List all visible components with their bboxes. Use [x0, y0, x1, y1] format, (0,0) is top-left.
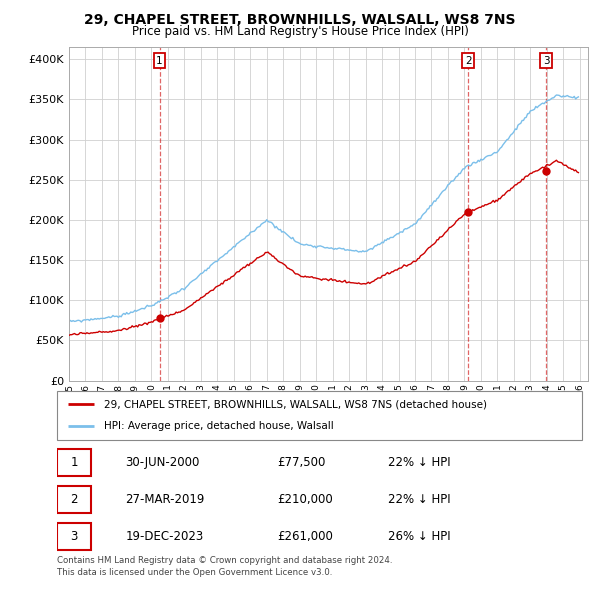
- Text: HPI: Average price, detached house, Walsall: HPI: Average price, detached house, Wals…: [104, 421, 334, 431]
- Text: 1: 1: [156, 56, 163, 66]
- Text: This data is licensed under the Open Government Licence v3.0.: This data is licensed under the Open Gov…: [57, 568, 332, 576]
- Text: 27-MAR-2019: 27-MAR-2019: [125, 493, 205, 506]
- Text: 3: 3: [71, 530, 78, 543]
- Text: 29, CHAPEL STREET, BROWNHILLS, WALSALL, WS8 7NS (detached house): 29, CHAPEL STREET, BROWNHILLS, WALSALL, …: [104, 399, 487, 409]
- Text: £77,500: £77,500: [277, 455, 326, 468]
- Text: 2: 2: [465, 56, 472, 66]
- Text: 26% ↓ HPI: 26% ↓ HPI: [388, 530, 451, 543]
- Text: £261,000: £261,000: [277, 530, 334, 543]
- Text: 22% ↓ HPI: 22% ↓ HPI: [388, 493, 451, 506]
- Text: 19-DEC-2023: 19-DEC-2023: [125, 530, 203, 543]
- Text: 1: 1: [71, 455, 78, 468]
- FancyBboxPatch shape: [57, 391, 582, 440]
- Text: Price paid vs. HM Land Registry's House Price Index (HPI): Price paid vs. HM Land Registry's House …: [131, 25, 469, 38]
- Text: 22% ↓ HPI: 22% ↓ HPI: [388, 455, 451, 468]
- Text: Contains HM Land Registry data © Crown copyright and database right 2024.: Contains HM Land Registry data © Crown c…: [57, 556, 392, 565]
- Text: 2: 2: [71, 493, 78, 506]
- Text: £210,000: £210,000: [277, 493, 333, 506]
- FancyBboxPatch shape: [57, 523, 91, 550]
- FancyBboxPatch shape: [57, 448, 91, 476]
- Text: 30-JUN-2000: 30-JUN-2000: [125, 455, 200, 468]
- Text: 3: 3: [543, 56, 550, 66]
- Text: 29, CHAPEL STREET, BROWNHILLS, WALSALL, WS8 7NS: 29, CHAPEL STREET, BROWNHILLS, WALSALL, …: [84, 13, 516, 27]
- FancyBboxPatch shape: [57, 486, 91, 513]
